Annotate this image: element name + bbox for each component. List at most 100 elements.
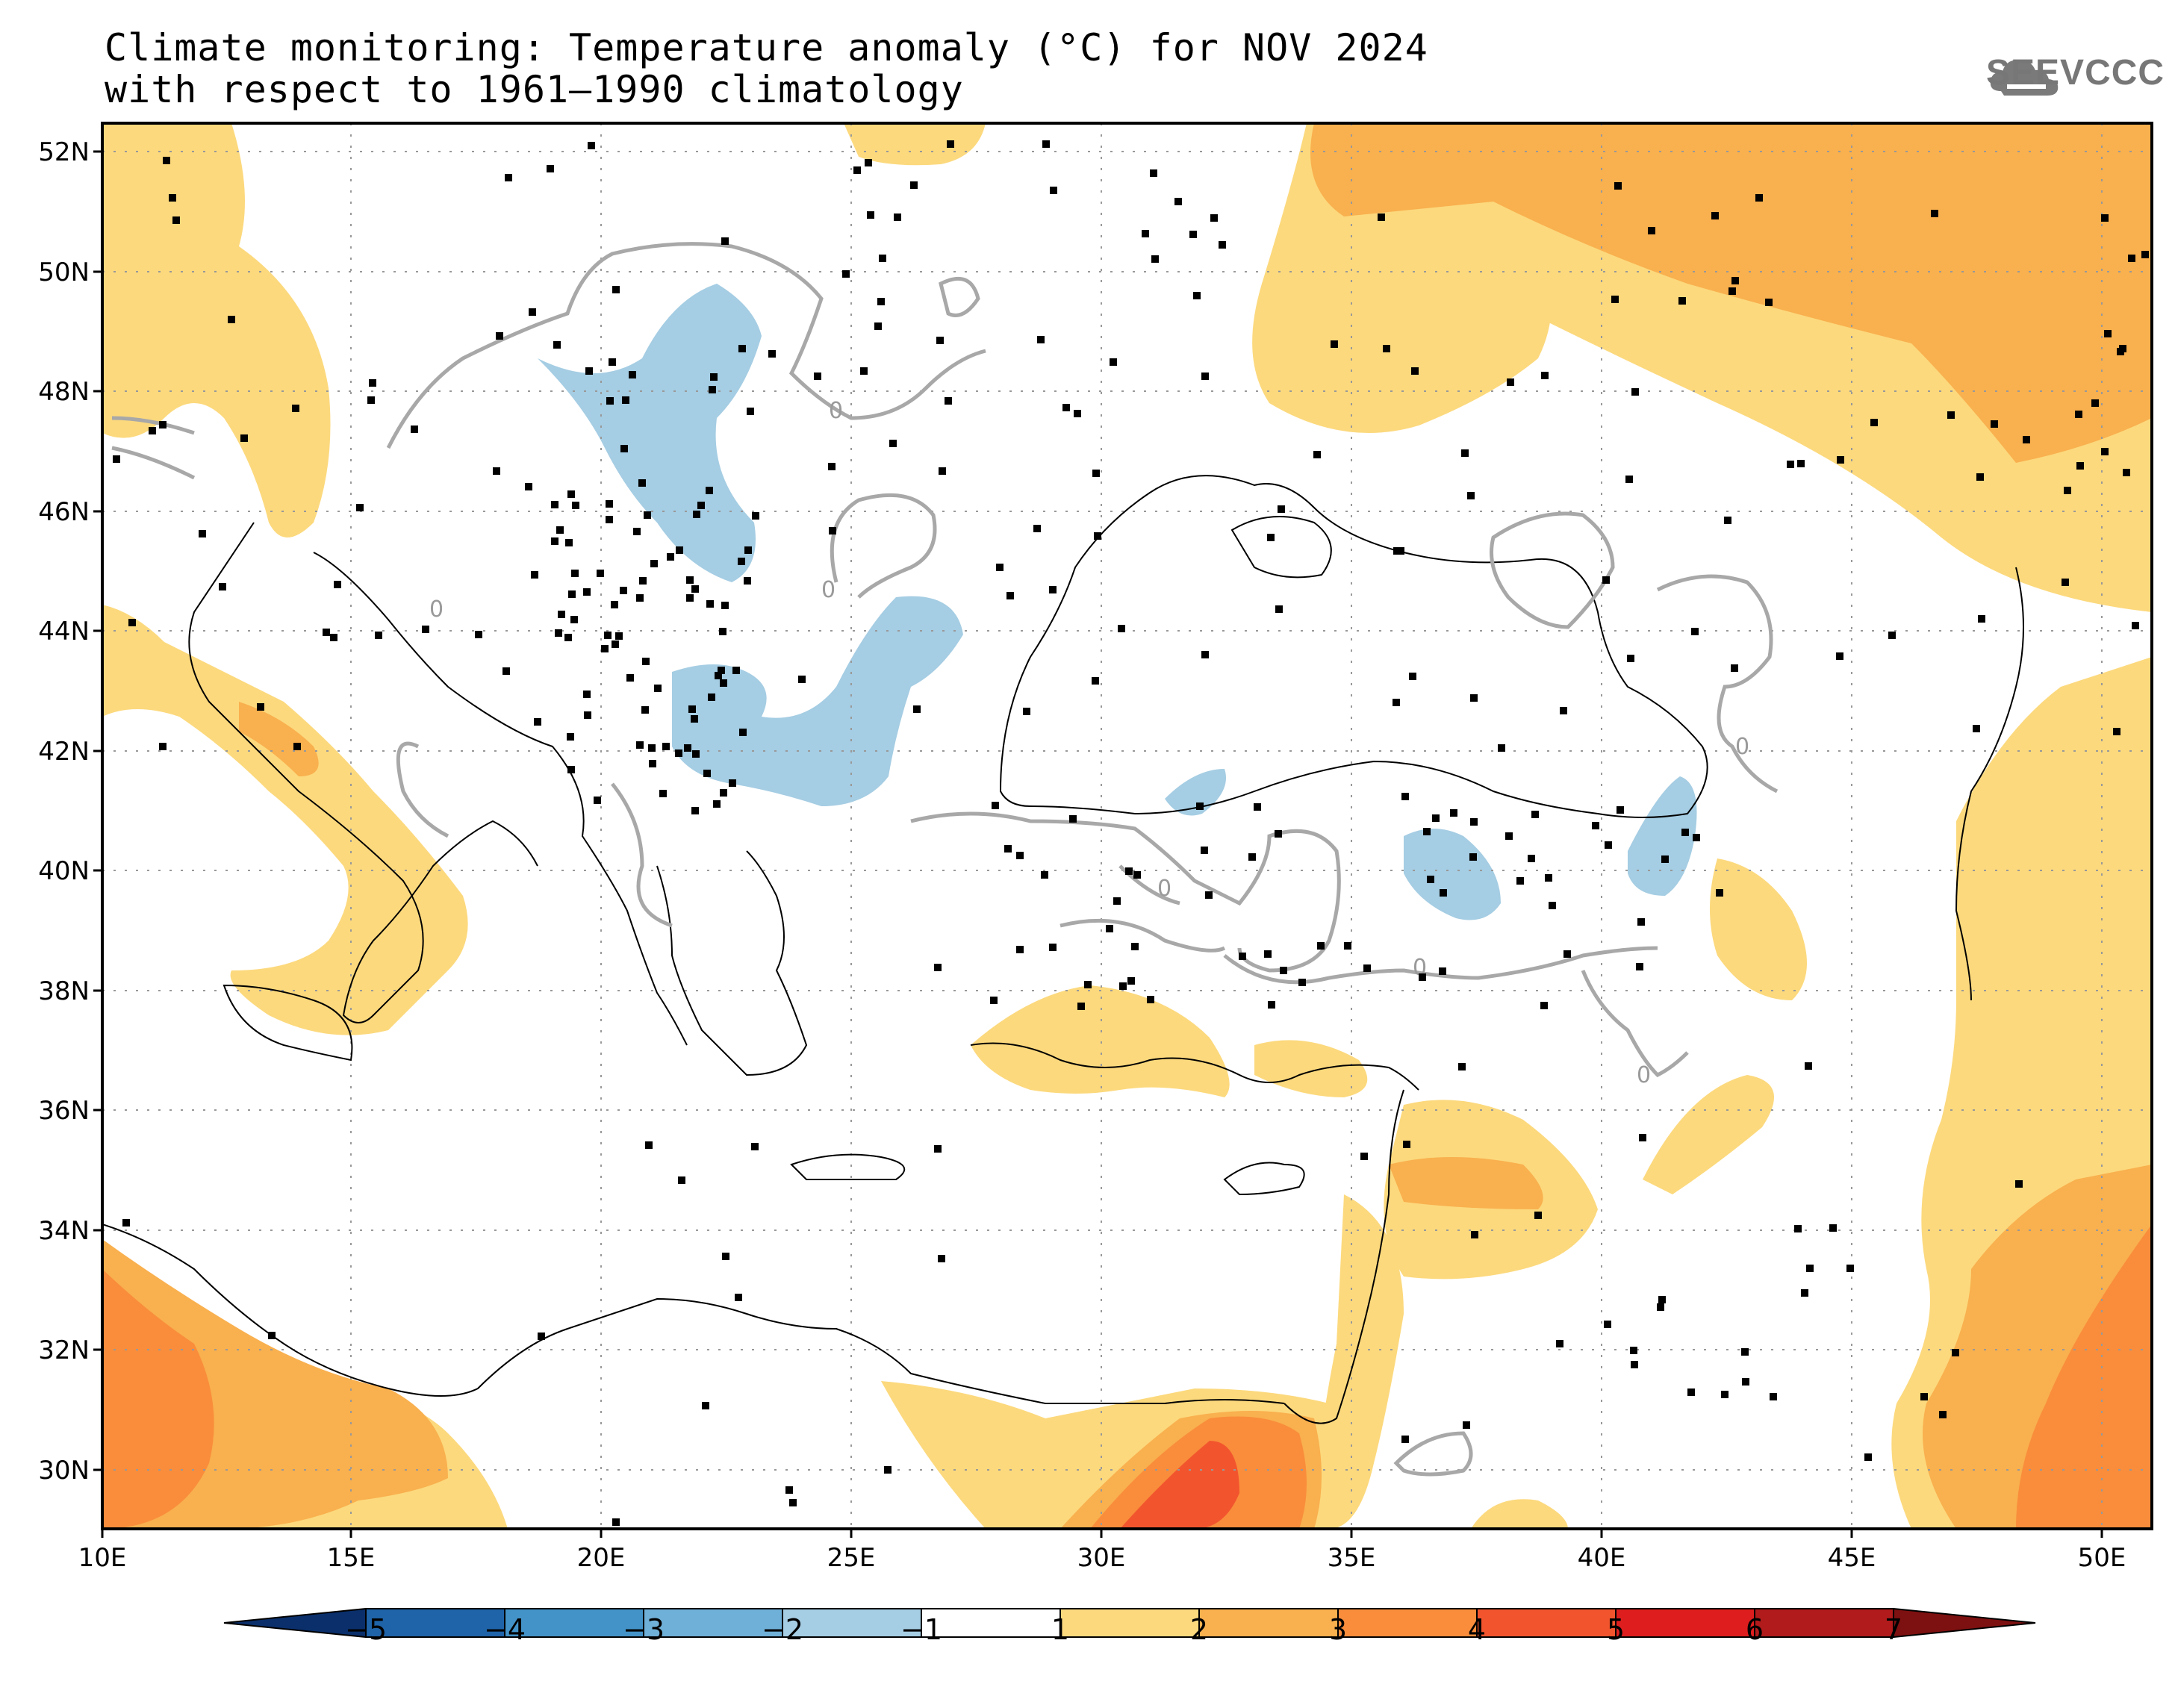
station-marker: [738, 558, 745, 565]
station-marker: [1378, 214, 1385, 221]
station-marker: [493, 467, 500, 475]
station-marker: [611, 601, 618, 608]
station-marker: [1563, 950, 1571, 958]
station-marker: [583, 691, 591, 698]
station-marker: [1931, 210, 1938, 217]
station-marker: [163, 157, 170, 164]
station-marker: [659, 790, 667, 797]
station-marker: [1023, 708, 1030, 715]
station-marker: [1498, 744, 1505, 752]
station-marker: [1110, 358, 1117, 366]
station-marker: [475, 631, 482, 638]
station-marker: [1787, 461, 1794, 468]
station-marker: [606, 516, 613, 523]
station-marker: [721, 602, 729, 609]
station-marker: [620, 587, 627, 594]
station-marker: [128, 619, 136, 626]
lon-label: 50E: [2078, 1543, 2126, 1573]
station-marker: [1401, 793, 1409, 800]
station-marker: [1084, 981, 1092, 988]
station-marker: [713, 800, 721, 808]
station-marker: [1627, 655, 1634, 662]
station-marker: [626, 674, 634, 682]
station-marker: [1978, 615, 1985, 623]
station-marker: [149, 427, 156, 434]
station-marker: [606, 397, 614, 405]
station-marker: [1801, 1289, 1808, 1297]
colorbar-label: 3: [1329, 1613, 1347, 1646]
station-marker: [531, 571, 538, 579]
anomaly-fill-layer: [102, 123, 2152, 1529]
station-marker: [913, 705, 921, 713]
turkey-south-coast: [970, 1042, 1419, 1091]
station-marker: [874, 322, 882, 330]
station-marker: [644, 511, 651, 519]
station-marker: [686, 594, 694, 602]
station-marker: [1004, 845, 1012, 853]
station-marker: [1344, 942, 1351, 950]
station-marker: [2101, 448, 2109, 455]
station-marker: [1092, 470, 1100, 477]
station-marker: [240, 434, 248, 442]
station-marker: [1133, 871, 1141, 879]
station-marker: [629, 371, 636, 378]
station-marker: [551, 501, 558, 508]
station-marker: [330, 634, 337, 641]
station-marker: [584, 711, 591, 719]
station-marker: [649, 760, 656, 767]
station-marker: [1419, 973, 1426, 981]
station-marker: [990, 997, 998, 1004]
latitude-labels: 52N 50N 48N 46N 44N 42N 40N 38N 36N 34N …: [38, 137, 90, 1486]
station-marker: [1625, 476, 1633, 483]
lat-label: 46N: [38, 497, 90, 527]
colorbar-segment: [782, 1608, 922, 1638]
station-marker: [1541, 372, 1549, 379]
station-marker: [752, 512, 759, 520]
station-marker: [738, 345, 746, 352]
station-marker: [639, 577, 647, 585]
station-marker: [2104, 330, 2112, 337]
station-marker: [1432, 814, 1440, 822]
station-marker: [1062, 404, 1070, 411]
station-marker: [1278, 505, 1285, 513]
lon-label: 10E: [78, 1543, 127, 1573]
station-marker: [228, 316, 235, 323]
station-marker: [686, 576, 694, 584]
station-marker: [744, 577, 751, 585]
station-marker: [697, 502, 705, 509]
station-marker: [1846, 1265, 1854, 1272]
station-marker: [1467, 492, 1475, 499]
station-marker: [159, 743, 167, 750]
station-marker: [1973, 725, 1980, 732]
station-marker: [1805, 1062, 1812, 1070]
map-title-line-1: Climate monitoring: Temperature anomaly …: [105, 26, 1428, 69]
station-marker: [538, 1333, 545, 1340]
station-marker: [525, 483, 532, 490]
station-marker: [1397, 547, 1404, 555]
station-marker: [729, 779, 736, 787]
anomaly-area-italy-orange: [239, 702, 319, 776]
station-marker: [1806, 1265, 1814, 1272]
crete-coast: [790, 1153, 906, 1181]
colorbar-labels: −5 −4 −3 −2 −1 1 2 3 4 5 6 7: [345, 1613, 1902, 1646]
station-marker: [1423, 828, 1431, 835]
station-marker: [1411, 367, 1419, 375]
station-marker: [2075, 411, 2082, 418]
station-marker: [323, 629, 330, 636]
station-marker: [1531, 811, 1539, 818]
station-marker: [1313, 451, 1321, 458]
station-marker: [571, 570, 579, 577]
africa-coast: [102, 1224, 1285, 1405]
station-marker: [567, 490, 575, 498]
station-marker: [1540, 1002, 1548, 1009]
station-marker: [879, 255, 886, 262]
station-marker: [1427, 876, 1434, 883]
anomaly-area-turkey-south-east: [1254, 1040, 1368, 1097]
station-marker: [1042, 140, 1050, 148]
station-marker: [1631, 388, 1639, 396]
colorbar-label: −1: [900, 1613, 942, 1646]
station-marker: [1755, 194, 1763, 202]
station-marker: [1602, 576, 1610, 584]
station-marker: [1069, 815, 1077, 823]
station-marker: [722, 1253, 729, 1260]
